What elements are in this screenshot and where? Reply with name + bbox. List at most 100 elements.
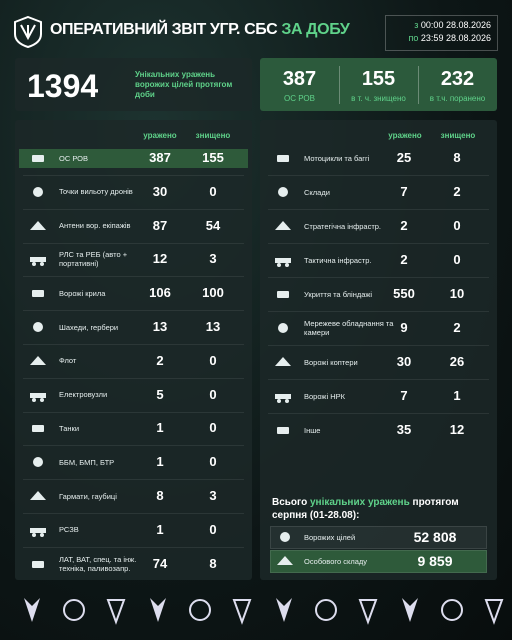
row-separator [23,208,244,210]
destroyed-value: 0 [209,183,217,199]
row-separator [23,377,244,379]
hit-value: 30 [152,183,168,199]
monthly-title-end: протягом серпня (01-28.08): [272,497,459,521]
monthly-value: 9 859 [417,553,453,569]
destroyed-value: 12 [449,422,465,437]
row-highlight [19,149,248,168]
row-label: ЛАТ, ВАТ, спец. та інж. техніка, паливоз… [59,554,137,573]
monthly-label: Особового складу [304,557,367,566]
row-icon [278,187,288,197]
hit-value: 30 [396,354,412,369]
row-label: РЛС та РЕБ (авто + портативні) [59,250,128,269]
hit-value: 8 [156,488,164,503]
personnel-label: ОС РОВ [284,94,315,103]
row-label: Ворожі НРК [304,391,345,401]
row-label: Антени вор. екіпажів [59,221,131,231]
unit-logo [402,598,418,622]
period-prefix: по [408,33,419,43]
row-icon [33,322,43,332]
row-separator [23,479,244,481]
row-separator [23,343,244,345]
hit-value: 2 [400,252,408,267]
hit-value: 5 [156,386,164,402]
destroyed-value: 2 [453,320,461,335]
unit-logo [189,599,211,621]
row-icon [275,221,291,230]
row-icon [30,491,46,500]
divider [418,66,419,104]
summary-total: 1394 Унікальних уражень ворожих цілей пр… [15,58,252,111]
column-header: знищено [195,131,231,140]
unit-logo [315,599,337,621]
hit-value: 2 [400,218,408,233]
monthly-title-accent: унікальних уражень [309,497,410,508]
personnel-label: в т. ч. знищено [351,94,406,103]
period-to: 23:59 28.08.2026 [420,33,491,43]
hit-value: 12 [152,251,168,267]
row-icon [30,257,46,267]
row-separator [23,411,244,413]
title-accent: ЗА ДОБУ [281,21,350,38]
column-header: знищено [440,131,476,140]
unit-logo [63,599,85,621]
row-label: Склади [304,187,330,197]
row-label: Ворожі крила [59,288,106,298]
hit-value: 74 [152,555,168,571]
divider [339,66,340,104]
column-header: уражено [388,131,422,140]
hit-value: 2 [156,352,164,368]
row-separator [268,345,489,346]
row-icon [275,394,291,403]
hit-value: 1 [156,521,164,537]
destroyed-value: 8 [209,555,217,571]
row-separator [268,209,489,210]
hit-value: 387 [149,150,171,165]
unit-logo [232,599,252,625]
row-icon [277,291,289,298]
row-icon [32,560,44,568]
destroyed-value: 0 [453,252,461,267]
row-separator [23,310,244,312]
destroyed-value: 0 [453,218,461,233]
destroyed-value: 2 [453,184,461,199]
row-label: Інше [304,425,321,435]
row-label: Точки вильоту дронів [59,187,133,197]
unit-logo [441,599,463,621]
left-table: уражено знищено ОС РОВ 387 155 Точки вильоту … [15,120,252,580]
row-label: РСЗВ [59,525,79,535]
title: ОПЕРАТИВНИЙ ЗВІТ УГР. СБС ЗА ДОБУ [50,21,350,39]
row-label: Тактична інфрастр. [304,255,372,265]
monthly-title-start: Всього [272,497,308,508]
hit-value: 25 [396,150,412,165]
destroyed-value: 155 [202,150,224,165]
row-separator [268,175,489,176]
total-value: 1394 [27,68,99,104]
logo [14,16,42,48]
hit-value: 7 [400,184,408,199]
row-separator [23,242,244,244]
unit-logo [358,599,378,625]
row-icon [30,392,46,402]
hit-value: 9 [400,320,408,335]
row-label: Гармати, гаубиці [59,491,117,501]
total-label: Унікальних уражень ворожих цілей протяго… [135,70,233,99]
row-icon [275,357,291,366]
hit-value: 1 [156,454,164,470]
row-label: Укриття та бліндажі [304,289,373,299]
row-separator [268,311,489,312]
monthly-label: Ворожих цілей [304,533,356,542]
personnel-value: 387 [282,68,317,90]
personnel-value: 155 [361,68,396,90]
hit-value: 7 [400,388,408,403]
destroyed-value: 8 [453,150,461,165]
row-icon [277,427,289,434]
footer-logos [24,598,504,625]
unit-logo [150,598,166,622]
unit-logo [484,599,504,625]
monthly-title: Всього унікальних уражень протягом серпн… [272,496,472,522]
title-main: ОПЕРАТИВНИЙ ЗВІТ УГР. СБС [50,21,278,38]
row-icon [32,155,44,162]
destroyed-value: 0 [209,420,217,436]
row-icon [32,290,44,298]
